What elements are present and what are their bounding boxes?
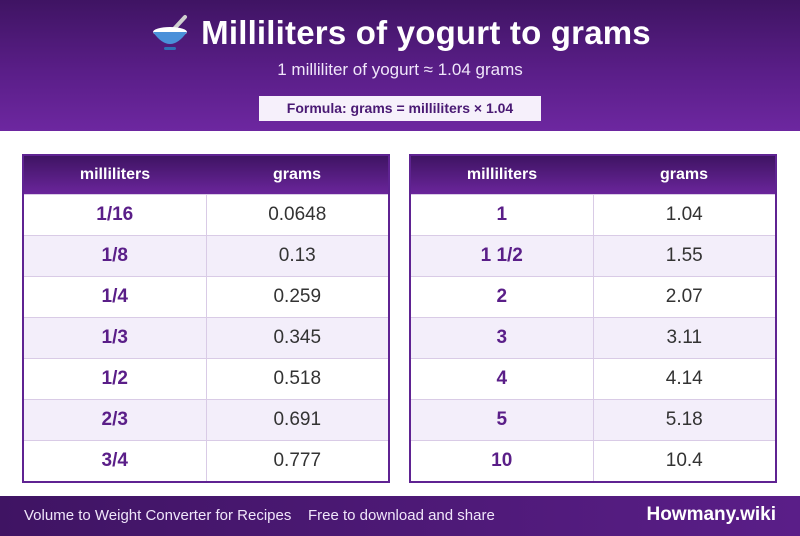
- column-header-milliliters: milliliters: [79, 166, 151, 183]
- table-row: 5 5.18: [411, 399, 775, 440]
- column-header-grams: grams: [272, 166, 322, 183]
- table-row: 2 2.07: [411, 276, 775, 317]
- grams-cell: 4.14: [665, 368, 703, 389]
- footer-converter-text: Volume to Weight Converter for Recipes: [24, 507, 292, 524]
- footer-bar: Volume to Weight Converter for Recipes F…: [0, 496, 800, 536]
- table-row: 1/4 0.259: [24, 276, 388, 317]
- table-row: 3 3.11: [411, 317, 775, 358]
- grams-cell: 0.13: [278, 245, 316, 266]
- grams-cell: 5.18: [665, 409, 703, 430]
- grams-cell: 0.691: [273, 409, 322, 430]
- table-row: 3/4 0.777: [24, 440, 388, 481]
- milliliters-cell: 3/4: [24, 441, 207, 481]
- table-row: 1 1.04: [411, 194, 775, 235]
- table-row: 1/8 0.13: [24, 235, 388, 276]
- conversion-table-right: milliliters grams 1 1.04 1 1/2 1.55 2 2.…: [409, 154, 777, 483]
- table-row: 1/3 0.345: [24, 317, 388, 358]
- milliliters-cell: 1/3: [24, 318, 207, 358]
- table-header: milliliters grams: [411, 156, 775, 194]
- table-row: 1 1/2 1.55: [411, 235, 775, 276]
- milliliters-cell: 5: [411, 400, 594, 440]
- table-row: 10 10.4: [411, 440, 775, 481]
- conversion-table-left: milliliters grams 1/16 0.0648 1/8 0.13 1…: [22, 154, 390, 483]
- footer-share-text: Free to download and share: [308, 507, 495, 524]
- grams-cell: 10.4: [665, 450, 703, 471]
- grams-cell: 0.0648: [268, 204, 327, 225]
- header-banner: Milliliters of yogurt to grams 1 millili…: [0, 0, 800, 131]
- column-header-grams: grams: [659, 166, 709, 183]
- milliliters-cell: 1 1/2: [411, 236, 594, 276]
- grams-cell: 1.55: [665, 245, 703, 266]
- milliliters-cell: 2/3: [24, 400, 207, 440]
- milliliters-cell: 2: [411, 277, 594, 317]
- formula-box: Formula: grams = milliliters × 1.04: [259, 96, 541, 121]
- table-row: 1/16 0.0648: [24, 194, 388, 235]
- table-row: 2/3 0.691: [24, 399, 388, 440]
- grams-cell: 1.04: [665, 204, 703, 225]
- column-header-milliliters: milliliters: [466, 166, 538, 183]
- brand-logo-text[interactable]: Howmany.wiki: [646, 504, 776, 525]
- grams-cell: 0.345: [273, 327, 322, 348]
- milliliters-cell: 1/8: [24, 236, 207, 276]
- milliliters-cell: 4: [411, 359, 594, 399]
- grams-cell: 0.777: [273, 450, 322, 471]
- table-row: 1/2 0.518: [24, 358, 388, 399]
- grams-cell: 3.11: [666, 327, 703, 348]
- bowl-with-spoon-icon: [153, 15, 188, 50]
- table-row: 4 4.14: [411, 358, 775, 399]
- page-title: Milliliters of yogurt to grams: [201, 14, 651, 51]
- title-row: Milliliters of yogurt to grams: [0, 12, 800, 54]
- milliliters-cell: 10: [411, 441, 594, 481]
- subtitle: 1 milliliter of yogurt ≈ 1.04 grams: [277, 60, 523, 79]
- grams-cell: 2.07: [665, 286, 703, 307]
- grams-cell: 0.518: [273, 368, 322, 389]
- table-header: milliliters grams: [24, 156, 388, 194]
- milliliters-cell: 1/4: [24, 277, 207, 317]
- milliliters-cell: 1: [411, 195, 594, 235]
- grams-cell: 0.259: [273, 286, 322, 307]
- milliliters-cell: 1/2: [24, 359, 207, 399]
- milliliters-cell: 3: [411, 318, 594, 358]
- milliliters-cell: 1/16: [24, 195, 207, 235]
